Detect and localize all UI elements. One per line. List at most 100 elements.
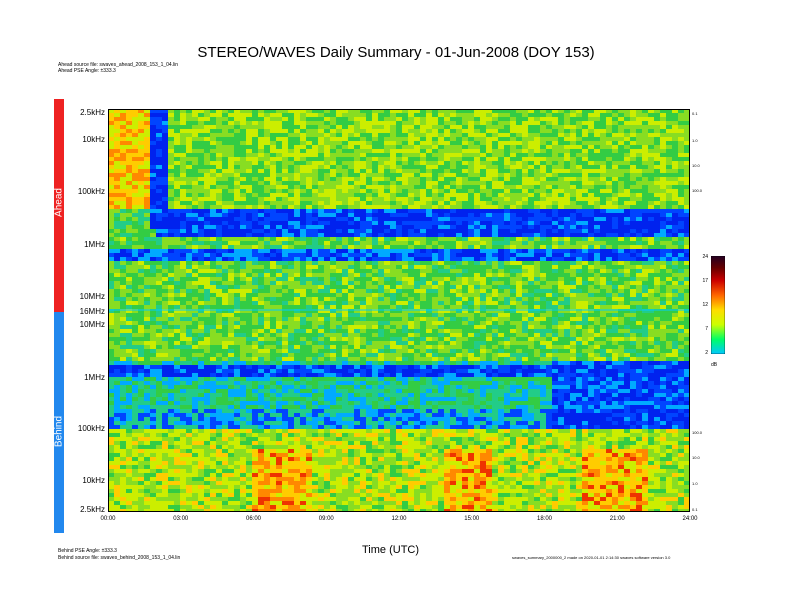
spectrogram-cell: [150, 157, 156, 161]
spectrogram-plot: [108, 109, 690, 512]
spectrogram-cell: [312, 229, 318, 233]
spectrogram-cell: [216, 273, 222, 277]
spectrogram-cell: [600, 245, 606, 249]
spectrogram-cell: [438, 125, 444, 129]
spectrogram-cell: [312, 137, 318, 141]
spectrogram-cell: [468, 309, 474, 313]
spectrogram-cell: [510, 125, 516, 129]
spectrogram-cell: [198, 169, 204, 173]
spectrogram-cell: [516, 121, 522, 125]
spectrogram-cell: [306, 297, 312, 301]
spectrogram-cell: [480, 245, 486, 249]
spectrogram-cell: [144, 253, 150, 257]
spectrogram-cell: [582, 177, 588, 181]
spectrogram-cell: [318, 117, 324, 121]
spectrogram-cell: [294, 273, 300, 277]
spectrogram-cell: [408, 221, 414, 225]
spectrogram-cell: [492, 293, 498, 297]
spectrogram-cell: [474, 301, 480, 305]
spectrogram-cell: [342, 109, 348, 113]
spectrogram-cell: [480, 249, 486, 253]
spectrogram-cell: [144, 161, 150, 165]
spectrogram-cell: [336, 301, 342, 305]
spectrogram-cell: [546, 281, 552, 285]
spectrogram-cell: [516, 185, 522, 189]
spectrogram-cell: [432, 173, 438, 177]
spectrogram-cell: [384, 141, 390, 145]
spectrogram-cell: [408, 149, 414, 153]
spectrogram-cell: [168, 281, 174, 285]
spectrogram-cell: [486, 177, 492, 181]
spectrogram-cell: [306, 137, 312, 141]
spectrogram-cell: [168, 241, 174, 245]
spectrogram-cell: [510, 221, 516, 225]
spectrogram-cell: [402, 261, 408, 265]
spectrogram-cell: [408, 301, 414, 305]
spectrogram-cell: [312, 141, 318, 145]
spectrogram-cell: [168, 193, 174, 197]
spectrogram-cell: [444, 169, 450, 173]
spectrogram-cell: [588, 117, 594, 121]
spectrogram-cell: [624, 257, 630, 261]
spectrogram-cell: [630, 221, 636, 225]
spectrogram-cell: [492, 189, 498, 193]
spectrogram-cell: [588, 185, 594, 189]
spectrogram-cell: [276, 273, 282, 277]
spectrogram-cell: [114, 309, 120, 313]
spectrogram-cell: [324, 177, 330, 181]
spectrogram-cell: [204, 313, 210, 317]
spectrogram-cell: [636, 221, 642, 225]
spectrogram-cell: [612, 257, 618, 261]
spectrogram-cell: [636, 281, 642, 285]
spectrogram-cell: [270, 249, 276, 253]
spectrogram-cell: [168, 285, 174, 289]
spectrogram-cell: [528, 113, 534, 117]
spectrogram-cell: [294, 153, 300, 157]
spectrogram-cell: [348, 253, 354, 257]
ahead-label: Ahead: [53, 188, 65, 217]
spectrogram-cell: [108, 249, 114, 253]
spectrogram-cell: [138, 225, 144, 229]
spectrogram-cell: [636, 213, 642, 217]
spectrogram-cell: [678, 249, 684, 253]
spectrogram-cell: [534, 209, 540, 213]
spectrogram-cell: [414, 241, 420, 245]
spectrogram-cell: [360, 117, 366, 121]
spectrogram-cell: [684, 213, 690, 217]
spectrogram-cell: [630, 261, 636, 265]
spectrogram-cell: [186, 197, 192, 201]
spectrogram-cell: [438, 277, 444, 281]
spectrogram-cell: [234, 233, 240, 237]
spectrogram-cell: [156, 181, 162, 185]
spectrogram-cell: [630, 265, 636, 269]
spectrogram-cell: [360, 141, 366, 145]
spectrogram-cell: [162, 189, 168, 193]
spectrogram-cell: [660, 185, 666, 189]
spectrogram-cell: [552, 133, 558, 137]
spectrogram-cell: [624, 205, 630, 209]
spectrogram-cell: [588, 261, 594, 265]
spectrogram-cell: [660, 205, 666, 209]
spectrogram-cell: [156, 205, 162, 209]
spectrogram-cell: [618, 109, 624, 113]
spectrogram-cell: [426, 209, 432, 213]
spectrogram-cell: [504, 241, 510, 245]
spectrogram-cell: [288, 153, 294, 157]
spectrogram-cell: [174, 133, 180, 137]
spectrogram-cell: [222, 221, 228, 225]
spectrogram-cell: [300, 121, 306, 125]
spectrogram-cell: [510, 305, 516, 309]
spectrogram-cell: [534, 301, 540, 305]
spectrogram-cell: [372, 133, 378, 137]
spectrogram-cell: [522, 221, 528, 225]
spectrogram-cell: [108, 225, 114, 229]
spectrogram-cell: [186, 297, 192, 301]
spectrogram-cell: [366, 285, 372, 289]
spectrogram-cell: [408, 185, 414, 189]
spectrogram-cell: [384, 297, 390, 301]
spectrogram-cell: [168, 137, 174, 141]
spectrogram-cell: [408, 233, 414, 237]
spectrogram-cell: [558, 161, 564, 165]
spectrogram-cell: [228, 297, 234, 301]
spectrogram-cell: [252, 129, 258, 133]
